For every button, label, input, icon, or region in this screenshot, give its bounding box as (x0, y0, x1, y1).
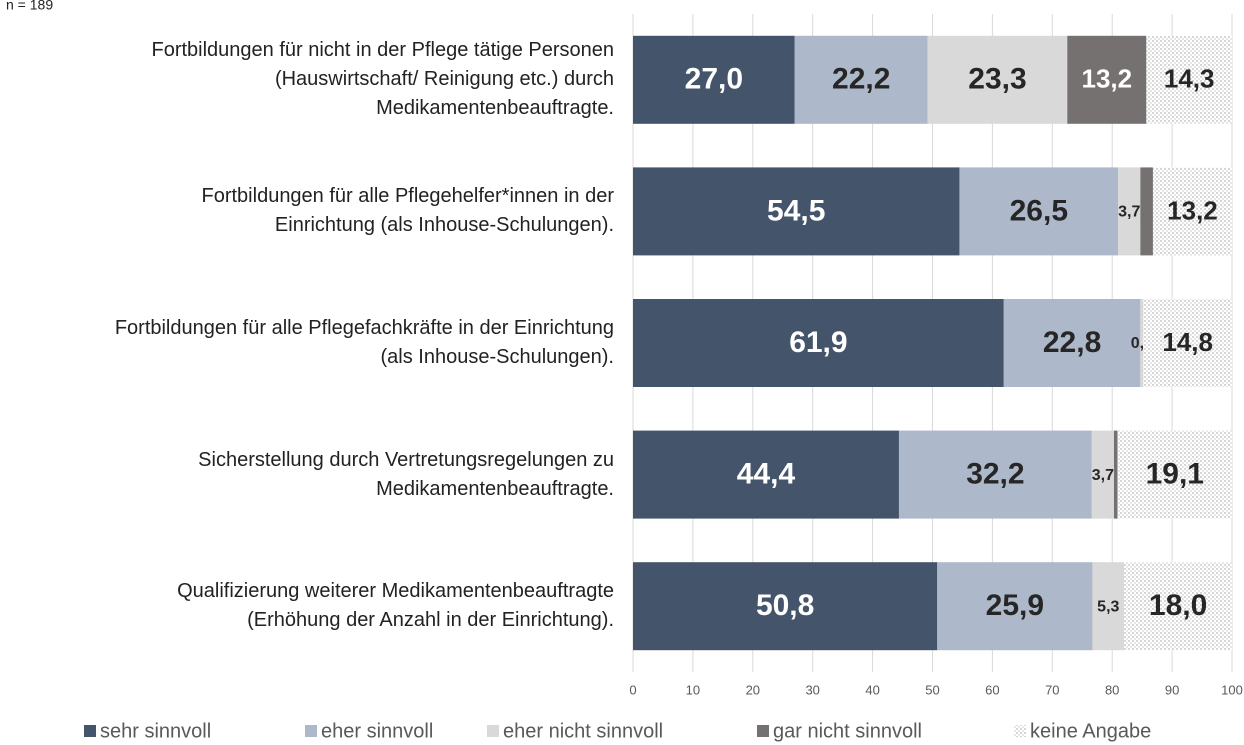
x-tick-label: 80 (1105, 682, 1119, 697)
value-label: 14,3 (1164, 64, 1215, 94)
legend-swatch (84, 725, 96, 737)
bar-segment (1140, 167, 1153, 256)
bar-segment (1143, 299, 1232, 387)
value-label: 13,2 (1167, 195, 1218, 225)
bar-segment (633, 167, 960, 256)
value-label: 22,8 (1043, 326, 1101, 359)
legend-label: eher nicht sinnvoll (503, 720, 663, 742)
value-label: 61,9 (789, 326, 847, 359)
value-label: 32,2 (966, 458, 1024, 491)
category-label: Fortbildungen für alle Pflegefachkräfte … (114, 317, 614, 368)
legend-label: sehr sinnvoll (100, 720, 211, 742)
legend-label: gar nicht sinnvoll (773, 720, 922, 742)
x-tick-label: 40 (865, 682, 879, 697)
category-label: Fortbildungen für alle Pflegehelfer*inne… (201, 185, 615, 237)
value-label: 50,8 (756, 589, 814, 622)
annotation: n = 189 (6, 0, 53, 13)
x-tick-label: 50 (925, 682, 939, 697)
legend-swatch (757, 725, 769, 737)
bar-segment (1152, 167, 1232, 256)
bar-segment (1091, 430, 1114, 519)
category-label: Fortbildungen für nicht in der Pflege tä… (151, 39, 614, 120)
value-label: 25,9 (986, 589, 1044, 622)
x-tick-label: 60 (985, 682, 999, 697)
bar-segment (1117, 430, 1232, 519)
x-tick-label: 70 (1045, 682, 1059, 697)
value-label: 23,3 (968, 63, 1026, 96)
value-label: 22,2 (832, 63, 890, 96)
x-tick-label: 10 (686, 682, 700, 697)
bar-segment (1124, 562, 1232, 651)
bar-segment (1140, 299, 1144, 387)
bar-segment (1092, 562, 1125, 651)
value-label: 18,0 (1149, 589, 1207, 622)
x-tick-label: 30 (805, 682, 819, 697)
bar-segment (1113, 430, 1118, 519)
bar-segment (1118, 167, 1141, 256)
value-label: 44,4 (737, 458, 796, 491)
bar-segment (633, 562, 938, 651)
value-label: 54,5 (767, 194, 825, 227)
value-label: 27,0 (685, 63, 743, 96)
value-label: 3,7 (1092, 467, 1114, 484)
bar-segment (1146, 35, 1232, 124)
bar-segment (959, 167, 1119, 256)
bar-segment (1003, 299, 1141, 387)
x-tick-label: 0 (629, 682, 636, 697)
x-tick-label: 90 (1165, 682, 1179, 697)
legend-label: eher sinnvoll (321, 720, 433, 742)
value-label: 14,8 (1162, 327, 1213, 357)
bar-segment (927, 35, 1068, 124)
x-tick-label: 100 (1221, 682, 1243, 697)
category-label: Sicherstellung durch Vertretungsregelung… (198, 448, 614, 500)
value-label: 3,7 (1118, 204, 1140, 221)
category-label: Qualifizierung weiterer Medikamentenbeau… (177, 580, 614, 632)
x-tick-label: 20 (746, 682, 760, 697)
bar-segment (633, 299, 1004, 387)
value-label: 5,3 (1097, 598, 1119, 615)
value-label: 13,2 (1082, 64, 1133, 94)
legend-swatch (305, 725, 317, 737)
legend-label: keine Angabe (1030, 720, 1151, 742)
legend-swatch (487, 725, 499, 737)
legend-swatch (1014, 725, 1026, 737)
value-label: 26,5 (1010, 194, 1068, 227)
bar-segment (937, 562, 1093, 651)
bar-segment (633, 35, 795, 124)
bar-segment (1067, 35, 1147, 124)
bar-segment (794, 35, 928, 124)
bar-segment (633, 430, 899, 519)
value-label: 19,1 (1146, 458, 1204, 491)
bar-segment (898, 430, 1092, 519)
